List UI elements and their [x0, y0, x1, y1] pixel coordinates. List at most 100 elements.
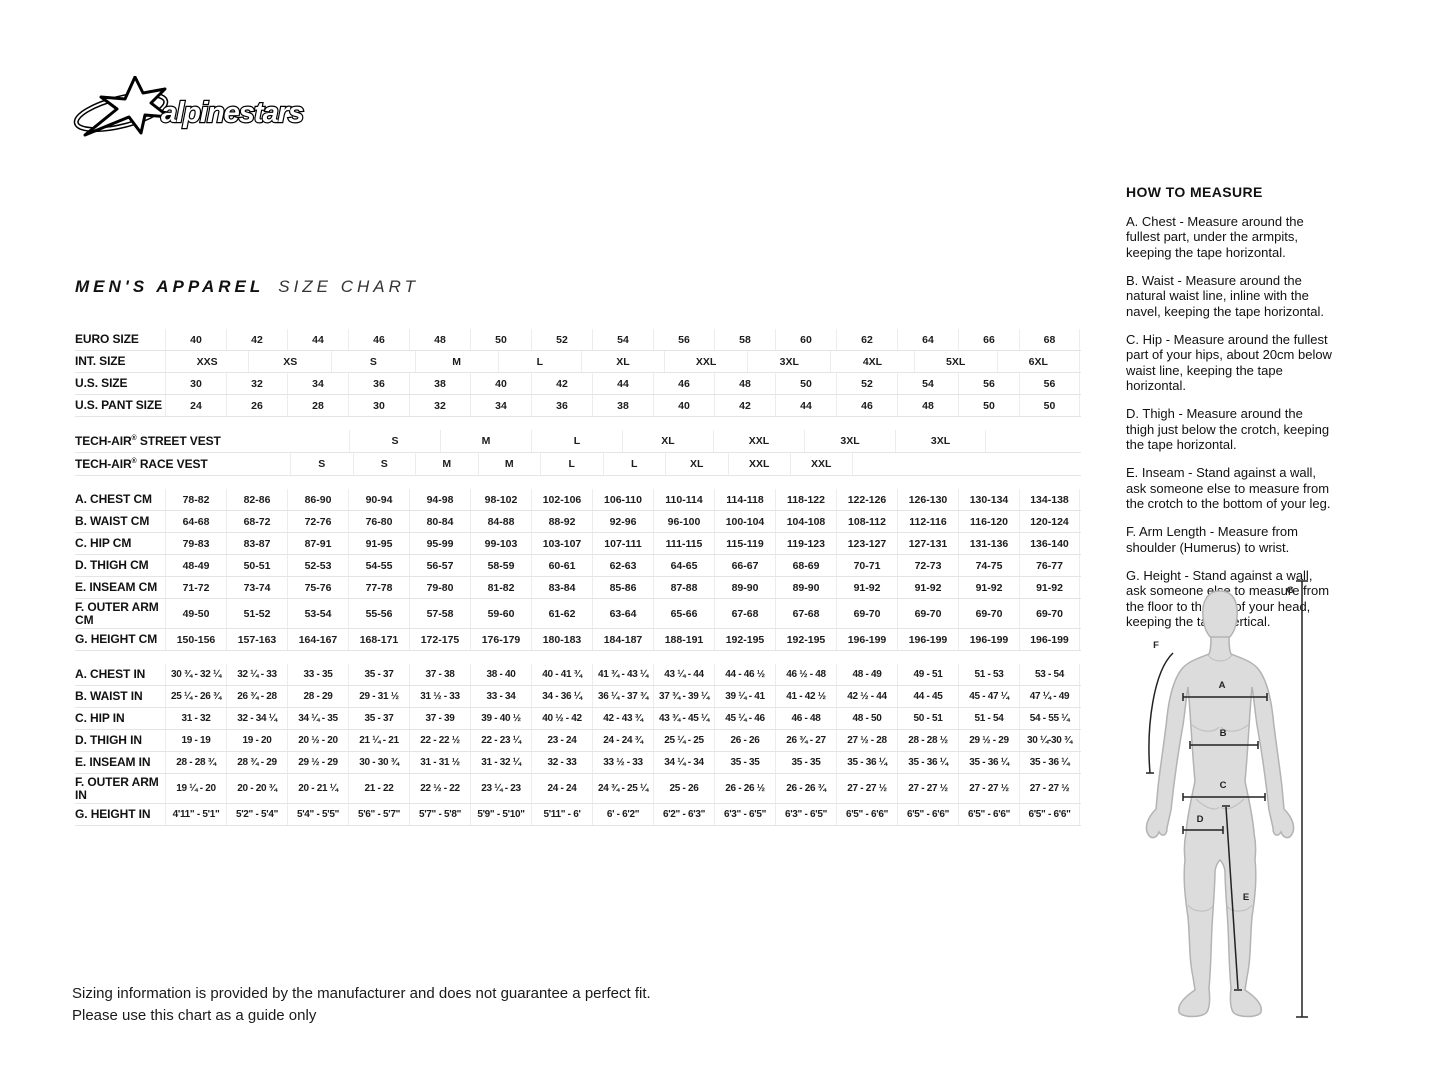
- size-cell: 32 - 33: [531, 752, 592, 773]
- size-cell: 52-53: [287, 555, 348, 576]
- size-cell: 28 - 28 ¾: [165, 752, 226, 773]
- size-cell: 62: [836, 329, 897, 350]
- size-cell: 69-70: [1019, 599, 1080, 628]
- size-cell: 25 ¼ - 25: [653, 730, 714, 751]
- footer-disclaimer: Sizing information is provided by the ma…: [72, 983, 651, 1027]
- size-cell: XXL: [727, 453, 791, 475]
- body-contour-lines: [1187, 654, 1253, 912]
- size-cell: 80-84: [409, 511, 470, 532]
- size-cell: 46: [653, 373, 714, 394]
- measure-instruction-waist: B. Waist - Measure around the natural wa…: [1126, 272, 1325, 319]
- size-cell: 50 - 51: [897, 708, 958, 729]
- size-cell: 46: [348, 329, 409, 350]
- size-cell: 54: [592, 329, 653, 350]
- table-row: INT. SIZE XXS XS S M L XL XXL 3XL 4XL 5XL 6XL: [75, 351, 1081, 373]
- size-cell: 87-88: [653, 577, 714, 598]
- size-cell: 119-123: [775, 533, 836, 554]
- table-section: A. CHEST IN 30 ¾ - 32 ¼ 32 ¼ - 33 33 - 35 35…: [75, 664, 1081, 826]
- size-cell: XL: [665, 453, 728, 475]
- size-cell: 82-86: [226, 489, 287, 510]
- measurement-lines: [1146, 580, 1308, 1018]
- size-cell: 60-61: [531, 555, 592, 576]
- size-cell: 116-120: [958, 511, 1019, 532]
- size-cell: 31 - 32: [165, 708, 226, 729]
- size-cell: 3XL: [747, 351, 830, 372]
- size-cell: 19 ¼ - 20: [165, 774, 226, 803]
- table-row: C. HIP IN 31 - 32 32 - 34 ¼ 34 ¼ - 35 35 - 3…: [75, 708, 1081, 730]
- size-cell: 42 ½ - 44: [836, 686, 897, 707]
- row-spacer: [165, 430, 349, 452]
- size-cell: 48 - 49: [836, 664, 897, 685]
- size-cell: 131-136: [958, 533, 1019, 554]
- size-cell: XL: [622, 430, 713, 452]
- size-cell: 112-116: [897, 511, 958, 532]
- size-cell: 24 ¾ - 25 ¼: [592, 774, 653, 803]
- size-cell: 6' - 6'2": [592, 804, 653, 825]
- astar-icon: [73, 76, 171, 137]
- size-cell: 118-122: [775, 489, 836, 510]
- size-cell: 32: [409, 395, 470, 416]
- body-measurement-diagram: A B C D E F G: [1145, 580, 1308, 1018]
- size-cell: 34 ¼ - 35: [287, 708, 348, 729]
- size-cell: 29 ½ - 29: [958, 730, 1019, 751]
- row-label: E. INSEAM CM: [75, 580, 158, 595]
- row-spacer: [165, 453, 290, 475]
- size-cell: L: [602, 453, 666, 475]
- size-cell: 26 ¾ - 28: [226, 686, 287, 707]
- size-cell: 56: [1019, 373, 1080, 394]
- size-cell: 67-68: [775, 599, 836, 628]
- size-cell: 77-78: [348, 577, 409, 598]
- size-cell: 108-112: [836, 511, 897, 532]
- size-cell: 89-90: [714, 577, 775, 598]
- size-cell: 96-100: [653, 511, 714, 532]
- measure-instruction-arm: F. Arm Length - Measure from shoulder (H…: [1126, 524, 1298, 555]
- size-cell: 75-76: [287, 577, 348, 598]
- size-cell: 91-92: [897, 577, 958, 598]
- measure-instruction-inseam: E. Inseam - Stand against a wall, ask so…: [1126, 465, 1331, 511]
- size-cell: 100-104: [714, 511, 775, 532]
- size-cell: 76-77: [1019, 555, 1080, 576]
- size-cell: 28 - 28 ½: [897, 730, 958, 751]
- size-cell: 150-156: [165, 629, 226, 650]
- size-cell: 73-74: [226, 577, 287, 598]
- table-section: A. CHEST CM 78-82 82-86 86-90 90-94 94-98 98-1…: [75, 489, 1081, 651]
- size-cell: 85-86: [592, 577, 653, 598]
- size-cell: 21 ¼ - 21: [348, 730, 409, 751]
- size-cell: XL: [580, 351, 664, 372]
- size-cell: 89-90: [775, 577, 836, 598]
- chest-line: [1182, 693, 1268, 701]
- size-cell: S: [352, 453, 416, 475]
- size-cell: 32 - 34 ¼: [226, 708, 287, 729]
- size-cell: 28: [287, 395, 348, 416]
- size-cell: 94-98: [409, 489, 470, 510]
- size-cell: 107-111: [592, 533, 653, 554]
- size-cell: 136-140: [1019, 533, 1080, 554]
- size-cell: XS: [248, 351, 331, 372]
- table-row: D. THIGH IN 19 - 19 19 - 20 20 ½ - 20 21 ¼ -…: [75, 730, 1081, 752]
- size-cell: 35 - 36 ¼: [897, 752, 958, 773]
- size-cell: 44: [775, 395, 836, 416]
- size-cell: 26: [226, 395, 287, 416]
- size-cell: 55-56: [348, 599, 409, 628]
- size-cell: 44 - 46 ½: [714, 664, 775, 685]
- size-cell: XXL: [790, 453, 853, 475]
- size-cell: XXL: [713, 430, 804, 452]
- size-cell: 98-102: [470, 489, 531, 510]
- size-cell: 22 - 22 ½: [409, 730, 470, 751]
- alpinestars-logo: alpinestars: [73, 76, 306, 137]
- measure-instruction-thigh: D. Thigh - Measure around the thigh just…: [1126, 406, 1330, 452]
- size-cell: 26 - 26 ½: [714, 774, 775, 803]
- row-label: F. OUTER ARM CM: [75, 599, 159, 627]
- size-cell: 68-72: [226, 511, 287, 532]
- size-cell: 30 - 30 ¾: [348, 752, 409, 773]
- size-cell: 50: [775, 373, 836, 394]
- size-cell: 51 - 54: [958, 708, 1019, 729]
- size-cell: 50: [470, 329, 531, 350]
- size-cell: 176-179: [470, 629, 531, 650]
- page-title-sub: SIZE CHART: [278, 277, 419, 296]
- size-cell: 32: [226, 373, 287, 394]
- size-cell: 50: [958, 395, 1019, 416]
- size-cell: 56: [653, 329, 714, 350]
- size-cell: 64: [897, 329, 958, 350]
- table-row: A. CHEST IN 30 ¾ - 32 ¼ 32 ¼ - 33 33 - 35 35…: [75, 664, 1081, 686]
